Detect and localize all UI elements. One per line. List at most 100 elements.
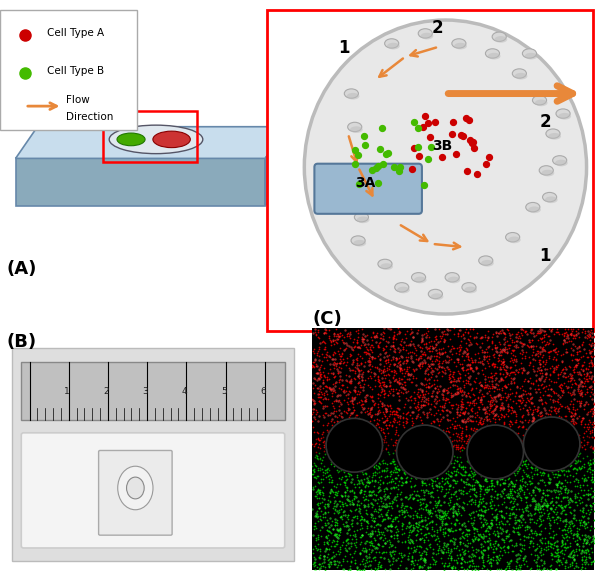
Point <box>313 389 323 399</box>
Point <box>418 485 427 494</box>
Point <box>500 475 510 484</box>
Point <box>311 536 320 545</box>
Point <box>497 518 506 527</box>
Point <box>568 402 578 411</box>
Point <box>383 414 392 423</box>
Point <box>318 411 328 420</box>
Point <box>369 522 379 532</box>
Point <box>331 549 340 558</box>
Point <box>506 403 516 412</box>
Point <box>479 511 488 521</box>
Point <box>485 433 495 442</box>
Point <box>521 460 530 469</box>
Point <box>520 354 530 363</box>
Point <box>482 451 491 460</box>
Point <box>427 458 437 468</box>
Point <box>467 416 476 425</box>
Point <box>337 541 347 550</box>
Point <box>393 435 403 445</box>
Point <box>542 440 551 449</box>
Point <box>395 357 405 366</box>
Point <box>482 388 491 397</box>
Point <box>367 393 377 402</box>
Point <box>430 496 440 505</box>
Point <box>314 479 324 488</box>
Point <box>334 434 343 444</box>
Point <box>506 505 515 514</box>
Point <box>526 533 536 542</box>
Point <box>331 381 340 391</box>
Point <box>500 564 510 574</box>
Point <box>355 387 365 396</box>
Point <box>470 499 479 509</box>
Point <box>506 458 516 467</box>
Point <box>399 503 409 513</box>
Point <box>316 475 325 484</box>
Point <box>554 501 564 510</box>
Point <box>505 356 514 365</box>
Point <box>492 553 502 562</box>
Point <box>325 384 335 393</box>
Point <box>464 470 473 479</box>
Point <box>476 419 486 429</box>
Point <box>566 351 575 360</box>
Point <box>475 334 485 343</box>
Point <box>558 459 568 468</box>
Point <box>392 389 401 398</box>
Point <box>581 539 591 548</box>
Point <box>483 396 493 406</box>
Point <box>311 410 321 419</box>
Point <box>581 538 591 547</box>
Point <box>437 327 447 336</box>
Point <box>549 517 559 526</box>
Point <box>401 399 410 408</box>
Point <box>584 382 593 391</box>
Point <box>406 340 415 349</box>
Point <box>316 546 325 555</box>
Point <box>484 555 493 564</box>
Point <box>371 564 380 573</box>
Point <box>363 495 373 505</box>
Point <box>580 440 589 449</box>
Point <box>445 433 455 442</box>
Point <box>394 516 403 525</box>
Point <box>547 539 557 548</box>
Point <box>309 552 319 561</box>
Point <box>511 556 521 565</box>
Point <box>464 369 473 378</box>
Point <box>407 490 417 499</box>
Point <box>470 408 479 417</box>
Point <box>504 456 514 465</box>
Point <box>488 555 498 564</box>
Point <box>458 423 467 433</box>
Point <box>457 441 466 450</box>
Point <box>391 407 401 416</box>
Point <box>566 411 575 420</box>
Point <box>357 397 367 406</box>
Point <box>512 382 522 391</box>
Point <box>537 464 547 473</box>
Point <box>449 377 458 386</box>
Point <box>483 522 493 531</box>
Point <box>413 389 422 399</box>
Point <box>496 449 506 458</box>
Point <box>375 444 385 453</box>
Point <box>533 552 542 562</box>
Point <box>421 373 430 382</box>
Point <box>434 482 444 491</box>
Point <box>410 472 419 482</box>
Point <box>355 488 365 498</box>
Point <box>380 564 390 573</box>
Point <box>549 388 559 397</box>
Point <box>532 366 542 376</box>
Point <box>532 459 542 468</box>
Point <box>509 350 518 359</box>
Point <box>404 434 413 443</box>
Point <box>514 516 524 525</box>
Point <box>476 547 486 556</box>
Point <box>467 480 477 490</box>
Point <box>337 385 346 394</box>
Point <box>402 356 412 365</box>
Point <box>538 468 548 477</box>
Point <box>343 390 353 399</box>
